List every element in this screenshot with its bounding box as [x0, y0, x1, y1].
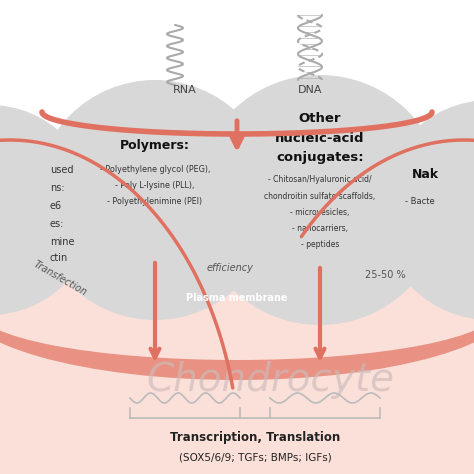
Text: nucleic-acid: nucleic-acid — [275, 131, 365, 145]
Text: Transcription, Translation: Transcription, Translation — [170, 431, 340, 445]
Text: es:: es: — [50, 219, 64, 229]
Circle shape — [380, 100, 474, 320]
Text: 25-50 %: 25-50 % — [365, 270, 405, 280]
Text: ctin: ctin — [50, 253, 68, 263]
Ellipse shape — [0, 250, 474, 474]
Text: - Poly L-lysine (PLL),: - Poly L-lysine (PLL), — [115, 182, 195, 191]
Text: used: used — [50, 165, 73, 175]
Text: - Chitosan/Hyaluronic acid/: - Chitosan/Hyaluronic acid/ — [268, 175, 372, 184]
Text: Other: Other — [299, 111, 341, 125]
Circle shape — [195, 75, 445, 325]
Text: DNA: DNA — [298, 85, 322, 95]
Circle shape — [35, 80, 275, 320]
Text: conjugates:: conjugates: — [276, 152, 364, 164]
Text: Polymers:: Polymers: — [120, 138, 190, 152]
Text: ns:: ns: — [50, 183, 64, 193]
Text: Plasma membrane: Plasma membrane — [186, 293, 288, 303]
Text: - Bacte: - Bacte — [405, 198, 435, 207]
Text: (SOX5/6/9; TGFs; BMPs; IGFs): (SOX5/6/9; TGFs; BMPs; IGFs) — [179, 453, 331, 463]
Circle shape — [0, 105, 95, 315]
Text: Nak: Nak — [412, 168, 439, 182]
Text: Transfection: Transfection — [31, 259, 89, 297]
Text: e6: e6 — [50, 201, 62, 211]
Text: - nanocarriers,: - nanocarriers, — [292, 224, 348, 233]
Text: Chondrocyte: Chondrocyte — [146, 361, 394, 399]
Text: - Polyethylenimine (PEI): - Polyethylenimine (PEI) — [108, 198, 202, 207]
Text: chondroitin sulfate scaffolds,: chondroitin sulfate scaffolds, — [264, 191, 375, 201]
Text: - peptides: - peptides — [301, 239, 339, 248]
Text: - Polyethylene glycol (PEG),: - Polyethylene glycol (PEG), — [100, 165, 210, 174]
Text: efficiency: efficiency — [207, 263, 254, 273]
Ellipse shape — [0, 260, 474, 360]
Text: - microvesicles,: - microvesicles, — [290, 208, 350, 217]
Text: RNA: RNA — [173, 85, 197, 95]
Text: mine: mine — [50, 237, 74, 247]
Ellipse shape — [0, 220, 474, 380]
